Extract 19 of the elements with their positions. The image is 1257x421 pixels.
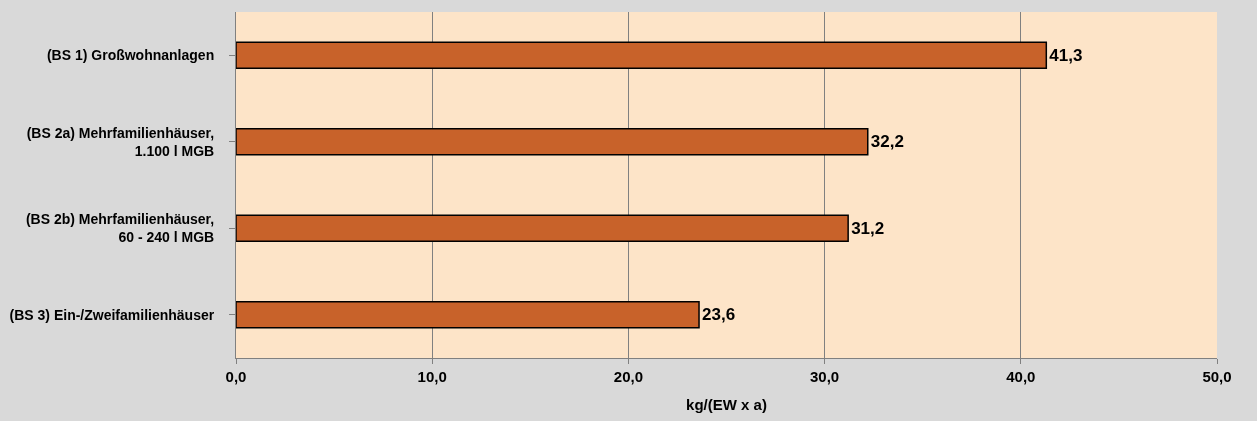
y-tick-label: (BS 2a) Mehrfamilienhäuser, 1.100 l MGB — [26, 124, 215, 159]
x-tick-label: 0,0 — [225, 368, 247, 385]
y-tick-label: (BS 3) Ein-/Zweifamilienhäuser — [9, 306, 215, 323]
bar — [236, 41, 1048, 69]
x-tick-label: 50,0 — [1202, 368, 1232, 385]
x-tick-label: 40,0 — [1006, 368, 1036, 385]
bar — [236, 214, 849, 242]
x-tick-label: 30,0 — [810, 368, 840, 385]
x-tick-label: 20,0 — [613, 368, 643, 385]
data-label: 31,2 — [851, 218, 885, 238]
x-tick-label: 10,0 — [417, 368, 447, 385]
data-label: 23,6 — [702, 305, 736, 325]
bar — [236, 301, 700, 329]
bar — [236, 128, 869, 156]
x-axis-title: kg/(EW x a) — [686, 396, 767, 413]
data-label: 32,2 — [870, 132, 904, 152]
y-tick-label: (BS 2b) Mehrfamilienhäuser, 60 - 240 l MGB — [25, 211, 215, 246]
data-label: 41,3 — [1049, 45, 1083, 65]
y-tick-label: (BS 1) Großwohnanlagen — [46, 47, 215, 64]
